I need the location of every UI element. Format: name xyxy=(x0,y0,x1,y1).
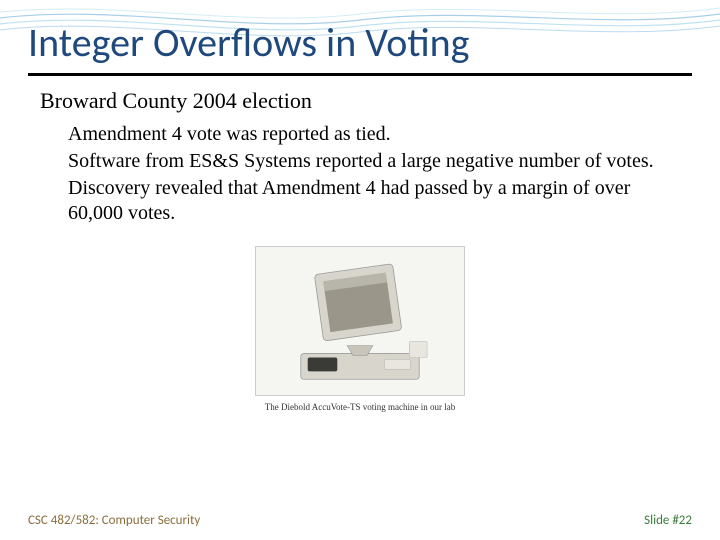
slide-footer: CSC 482/582: Computer Security Slide #22 xyxy=(0,513,720,528)
slide-title: Integer Overflows in Voting xyxy=(0,0,720,73)
bullet-item: Discovery revealed that Amendment 4 had … xyxy=(68,176,680,226)
voting-machine-image xyxy=(255,246,465,396)
bullet-item: Amendment 4 vote was reported as tied. xyxy=(68,122,680,147)
title-underline xyxy=(28,73,692,76)
bullet-item: Software from ES&S Systems reported a la… xyxy=(68,149,680,174)
slide-content: Broward County 2004 election Amendment 4… xyxy=(0,88,720,412)
footer-slide-number: Slide #22 xyxy=(644,513,692,528)
footer-course: CSC 482/582: Computer Security xyxy=(28,513,200,528)
image-caption: The Diebold AccuVote-TS voting machine i… xyxy=(40,402,680,412)
image-container: The Diebold AccuVote-TS voting machine i… xyxy=(40,246,680,412)
content-heading: Broward County 2004 election xyxy=(40,88,680,114)
